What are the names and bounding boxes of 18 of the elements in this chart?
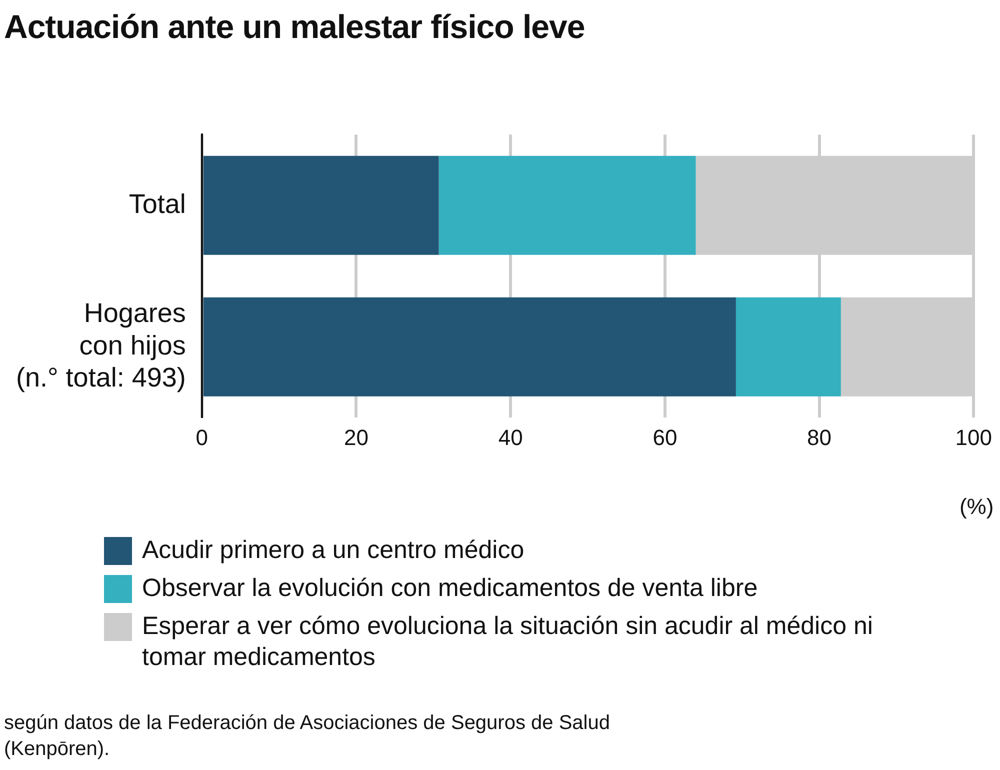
y-tick-label: Total — [128, 188, 186, 219]
x-tick-label: 0 — [196, 424, 208, 450]
bar — [736, 297, 841, 396]
x-tick-label: 20 — [344, 424, 368, 450]
legend-label: Acudir primero a un centro médico — [142, 535, 524, 566]
x-axis-title: (%) — [959, 494, 994, 520]
chart-title: Actuación ante un malestar físico leve — [4, 8, 585, 46]
bar — [203, 156, 439, 255]
bar — [438, 156, 696, 255]
x-tick-label: 80 — [807, 424, 832, 450]
x-tick-label: 40 — [498, 424, 523, 450]
x-tick-label: 100 — [955, 424, 992, 450]
bar — [203, 297, 736, 396]
y-tick-label: Hogares con hijos (n.° total: 493) — [16, 298, 186, 393]
text: según datos de la Federación de Asociaciones de Seguros de Salud (Kenpōren). — [4, 711, 611, 762]
legend-label: Esperar a ver cómo evoluciona la situación sin acudir al médico ni tomar medicamentos — [142, 611, 874, 673]
legend-label: Observar la evolución con medicamentos de venta libre — [142, 573, 758, 604]
x-tick-label: 60 — [652, 424, 678, 450]
